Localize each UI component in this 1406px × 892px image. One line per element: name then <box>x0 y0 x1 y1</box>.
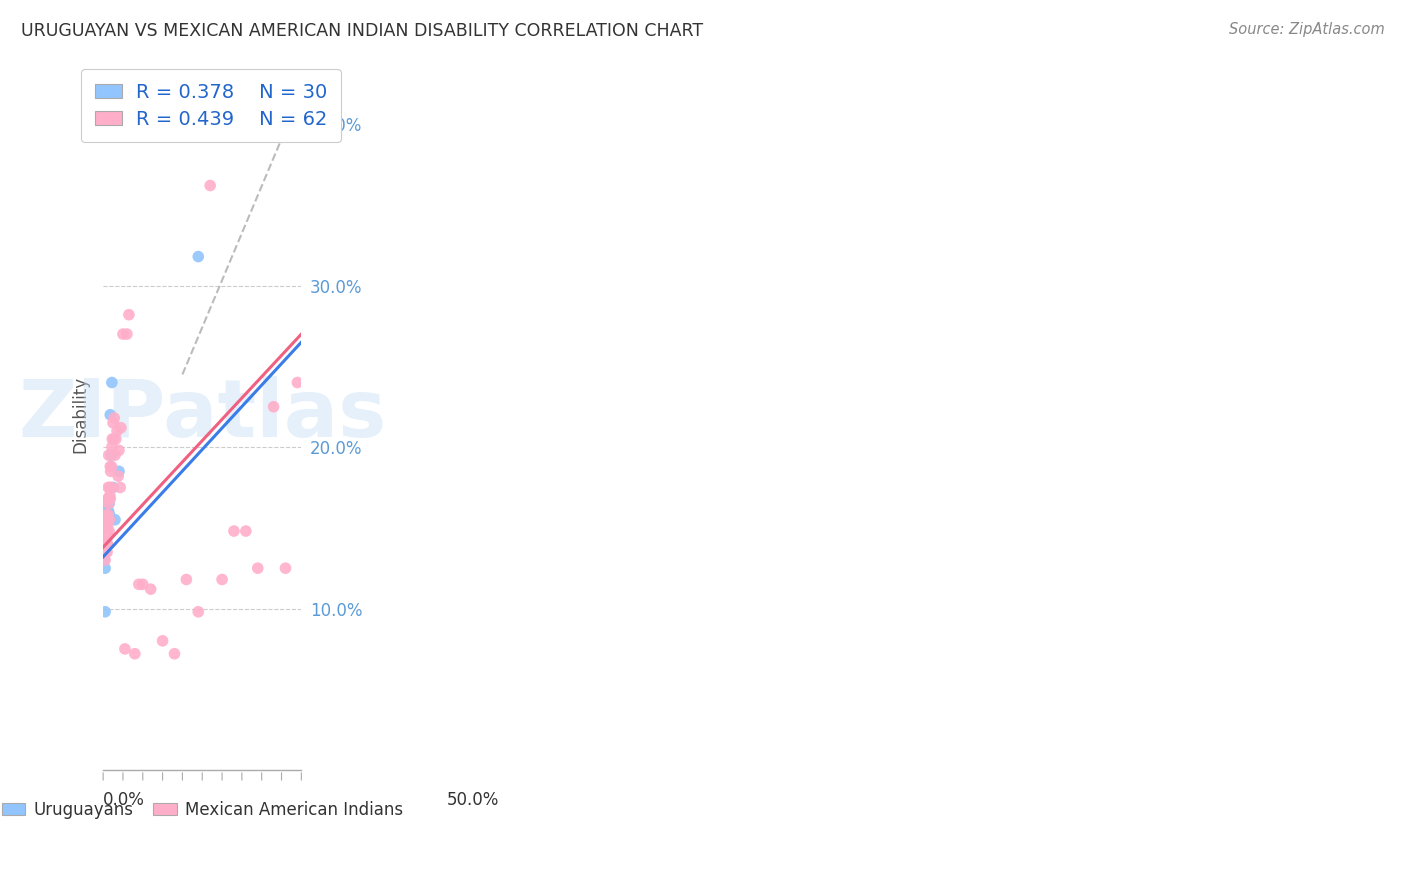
Point <box>128 577 150 591</box>
Point <box>96 537 118 551</box>
Point <box>97 448 120 462</box>
Point <box>96 537 118 551</box>
Point <box>93 529 115 543</box>
Point <box>103 411 125 425</box>
Point <box>211 573 233 587</box>
Point <box>98 508 121 522</box>
Point <box>98 497 121 511</box>
Point <box>100 480 122 494</box>
Text: 50.0%: 50.0% <box>447 791 499 809</box>
Point <box>93 537 115 551</box>
Point <box>100 464 122 478</box>
Point <box>101 376 124 390</box>
Point <box>98 513 121 527</box>
Point <box>94 537 117 551</box>
Point <box>98 408 121 422</box>
Point <box>94 605 117 619</box>
Point <box>222 524 245 538</box>
Point <box>101 480 124 494</box>
Point <box>94 524 117 538</box>
Point <box>97 491 120 506</box>
Point <box>139 582 162 597</box>
Point <box>96 508 118 522</box>
Point <box>108 480 131 494</box>
Point <box>98 513 121 527</box>
Point <box>100 448 122 462</box>
Point <box>114 641 136 656</box>
Point <box>98 524 121 538</box>
Point <box>152 633 174 648</box>
Point <box>96 508 118 522</box>
Text: Source: ZipAtlas.com: Source: ZipAtlas.com <box>1229 22 1385 37</box>
Point <box>98 489 121 503</box>
Point <box>115 327 138 342</box>
Point <box>96 537 118 551</box>
Point <box>98 491 121 506</box>
Point <box>132 577 155 591</box>
Point <box>104 432 127 446</box>
Point <box>98 480 121 494</box>
Point <box>97 480 120 494</box>
Point <box>108 443 131 458</box>
Point <box>96 501 118 516</box>
Point <box>96 513 118 527</box>
Point <box>101 432 124 446</box>
Point <box>96 537 118 551</box>
Point <box>94 529 117 543</box>
Point <box>198 178 221 193</box>
Point <box>105 424 128 438</box>
Point <box>96 513 118 527</box>
Point <box>104 448 127 462</box>
Point <box>93 545 115 559</box>
Point <box>96 545 118 559</box>
Point <box>93 537 115 551</box>
Point <box>263 400 285 414</box>
Point <box>93 553 115 567</box>
Point <box>98 459 121 474</box>
Point <box>124 647 146 661</box>
Point <box>96 533 118 548</box>
Point <box>93 524 115 538</box>
Point <box>96 524 118 538</box>
Point <box>93 545 115 559</box>
Point <box>94 561 117 575</box>
Point <box>94 540 117 554</box>
Y-axis label: Disability: Disability <box>72 376 89 453</box>
Point <box>98 491 121 506</box>
Point <box>103 432 125 446</box>
Legend: Uruguayans, Mexican American Indians: Uruguayans, Mexican American Indians <box>0 794 409 826</box>
Point <box>246 561 269 575</box>
Point <box>94 517 117 532</box>
Point <box>94 553 117 567</box>
Point <box>187 250 209 264</box>
Point <box>101 416 124 430</box>
Point <box>97 508 120 522</box>
Point <box>97 505 120 519</box>
Point <box>97 491 120 506</box>
Text: 0.0%: 0.0% <box>103 791 145 809</box>
Point <box>163 647 186 661</box>
Point <box>287 376 309 390</box>
Point <box>96 529 118 543</box>
Point <box>97 529 120 543</box>
Point <box>176 573 198 587</box>
Point <box>97 497 120 511</box>
Point <box>187 605 209 619</box>
Point <box>104 513 127 527</box>
Point <box>110 421 132 435</box>
Point <box>94 529 117 543</box>
Point <box>111 327 134 342</box>
Point <box>108 464 131 478</box>
Text: URUGUAYAN VS MEXICAN AMERICAN INDIAN DISABILITY CORRELATION CHART: URUGUAYAN VS MEXICAN AMERICAN INDIAN DIS… <box>21 22 703 40</box>
Text: ZIPatlas: ZIPatlas <box>18 376 387 454</box>
Point <box>235 524 257 538</box>
Point <box>97 517 120 532</box>
Point <box>107 469 129 483</box>
Point <box>274 561 297 575</box>
Point <box>101 440 124 454</box>
Point <box>96 540 118 554</box>
Point <box>118 308 141 322</box>
Point <box>94 545 117 559</box>
Point <box>100 459 122 474</box>
